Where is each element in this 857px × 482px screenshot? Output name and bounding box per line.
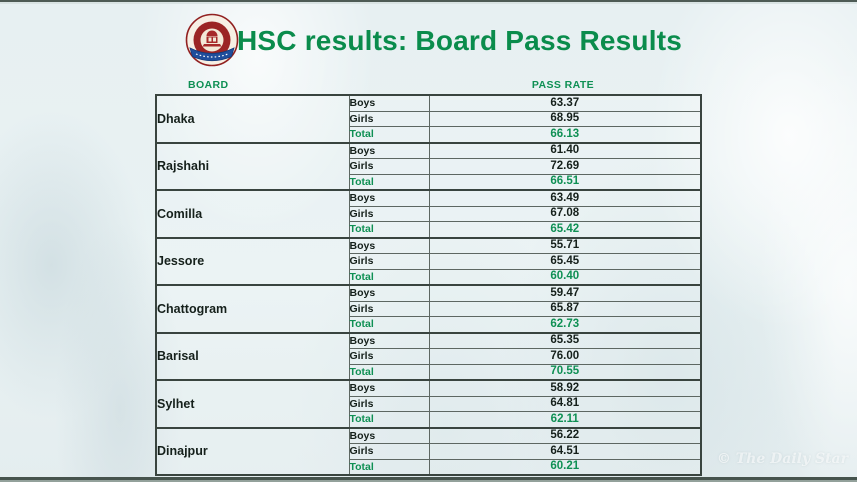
group-label-girls: Girls <box>348 348 430 365</box>
group-label-girls: Girls <box>348 300 430 317</box>
pass-rate-value: 63.49 <box>428 189 702 207</box>
group-label-boys: Boys <box>348 426 430 444</box>
pass-rate-value: 56.22 <box>428 426 702 444</box>
group-label-total: Total <box>348 458 430 476</box>
pass-rate-value: 64.51 <box>428 443 702 460</box>
column-header-board: BOARD <box>188 79 229 91</box>
board-name: Barisal <box>155 331 350 381</box>
table-row: Girls 67.08 <box>156 205 702 222</box>
table-row: Girls 64.51 <box>156 443 702 460</box>
pass-rate-value: 67.08 <box>428 205 702 222</box>
group-label-girls: Girls <box>348 158 430 175</box>
table-row: Rajshahi Boys 61.40 <box>155 141 702 191</box>
table-row: Jessore Boys 55.71 <box>155 236 702 286</box>
pass-rate-total: 70.55 <box>428 363 702 381</box>
board-name: Comilla <box>155 189 350 238</box>
group-label-boys: Boys <box>348 331 430 349</box>
page-title: HSC results: Board Pass Results <box>237 25 683 56</box>
board-name: Jessore <box>155 236 350 286</box>
column-header-pass-rate: PASS RATE <box>531 79 595 91</box>
pass-rate-value: 76.00 <box>428 348 702 365</box>
pass-rate-value: 63.37 <box>428 94 702 112</box>
group-label-total: Total <box>348 221 430 238</box>
group-label-boys: Boys <box>348 94 430 112</box>
pass-rate-value: 65.35 <box>428 331 702 349</box>
group-label-girls: Girls <box>348 253 430 270</box>
pass-rate-total: 62.11 <box>428 411 702 428</box>
table-row-total: Total 60.21 <box>156 458 702 476</box>
table-row-total: Total 70.55 <box>156 363 702 381</box>
pass-rate-value: 58.92 <box>428 379 702 397</box>
pass-rate-value: 64.81 <box>428 395 702 412</box>
group-label-total: Total <box>348 316 430 333</box>
group-label-girls: Girls <box>348 205 430 222</box>
board-name: Dhaka <box>155 94 350 143</box>
table-row: Sylhet Boys 58.92 <box>155 379 702 428</box>
table-row: Barisal Boys 65.35 <box>155 331 702 381</box>
pass-rate-value: 65.87 <box>428 300 702 317</box>
group-label-boys: Boys <box>348 141 430 159</box>
group-label-boys: Boys <box>348 379 430 397</box>
bottom-frame-strip <box>0 477 857 480</box>
group-label-total: Total <box>348 363 430 381</box>
pass-rate-value: 72.69 <box>428 158 702 175</box>
pass-rate-total: 60.40 <box>428 268 702 286</box>
table-row: Dinajpur Boys 56.22 <box>155 426 702 476</box>
group-label-total: Total <box>348 126 430 143</box>
board-name: Dinajpur <box>155 426 350 476</box>
pass-rate-value: 61.40 <box>428 141 702 159</box>
top-frame-strip <box>0 0 857 2</box>
board-name: Sylhet <box>155 379 350 428</box>
education-board-logo-icon <box>183 13 241 71</box>
group-label-girls: Girls <box>348 110 430 127</box>
pass-rate-value: 68.95 <box>428 110 702 127</box>
group-label-total: Total <box>348 268 430 286</box>
pass-rate-total: 65.42 <box>428 221 702 238</box>
table-row: Comilla Boys 63.49 <box>155 189 702 238</box>
pass-rate-table: Dhaka Boys 63.37 Girls 68.95 Total 66.13… <box>155 94 702 476</box>
bottom-frame-highlight <box>0 480 857 482</box>
group-label-girls: Girls <box>348 395 430 412</box>
group-label-boys: Boys <box>348 189 430 207</box>
daily-star-watermark: © The Daily Star <box>716 451 848 467</box>
group-label-girls: Girls <box>348 443 430 460</box>
table-row-total: Total 66.51 <box>156 173 702 191</box>
table-row: Dhaka Boys 63.37 <box>155 94 702 143</box>
pass-rate-value: 65.45 <box>428 253 702 270</box>
board-name: Chattogram <box>155 284 350 333</box>
table-row-total: Total 60.40 <box>156 268 702 286</box>
pass-rate-value: 55.71 <box>428 236 702 254</box>
board-name: Rajshahi <box>155 141 350 191</box>
table-row: Girls 64.81 <box>156 395 702 412</box>
group-label-boys: Boys <box>348 236 430 254</box>
pass-rate-total: 66.13 <box>428 126 702 143</box>
table-row: Girls 65.45 <box>156 253 702 270</box>
top-frame-highlight <box>0 2 857 4</box>
group-label-total: Total <box>348 411 430 428</box>
group-label-boys: Boys <box>348 284 430 302</box>
pass-rate-total: 60.21 <box>428 458 702 476</box>
table-row: Girls 68.95 <box>156 110 702 127</box>
pass-rate-total: 62.73 <box>428 316 702 333</box>
group-label-total: Total <box>348 173 430 191</box>
pass-rate-total: 66.51 <box>428 173 702 191</box>
table-row: Chattogram Boys 59.47 <box>155 284 702 333</box>
pass-rate-value: 59.47 <box>428 284 702 302</box>
